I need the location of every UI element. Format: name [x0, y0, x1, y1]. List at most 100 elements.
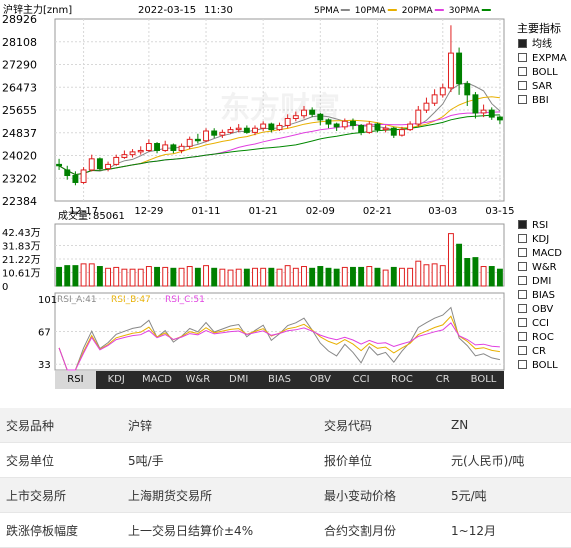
volume-bar	[431, 263, 438, 287]
volume-bar	[309, 267, 316, 287]
volume-bar	[64, 265, 71, 287]
candle-body	[178, 145, 185, 151]
sub-indicator-cr[interactable]: CR	[518, 345, 546, 359]
candle-body	[496, 116, 503, 121]
checkbox-icon[interactable]	[518, 331, 527, 341]
candle-body	[105, 163, 112, 170]
tab-rsi[interactable]: RSI	[55, 371, 96, 389]
volume-bar	[194, 267, 201, 287]
volume-bar	[439, 265, 446, 287]
tab-cr[interactable]: CR	[435, 374, 450, 385]
checkbox-icon[interactable]	[518, 38, 527, 48]
main-indicator--[interactable]: 均线	[518, 38, 552, 52]
checkbox-icon[interactable]	[518, 345, 527, 355]
tab-boll[interactable]: BOLL	[470, 374, 497, 385]
sub-indicator-boll[interactable]: BOLL	[518, 359, 558, 373]
checkbox-icon[interactable]	[518, 317, 527, 327]
tab-macd[interactable]: MACD	[142, 374, 173, 385]
candle-body	[292, 115, 299, 119]
candle-body	[252, 127, 258, 133]
candle-body	[56, 163, 63, 167]
candle-body	[390, 127, 397, 136]
volume-bar	[488, 266, 495, 287]
checkbox-icon[interactable]	[518, 94, 527, 104]
sub-indicator-obv[interactable]: OBV	[518, 303, 553, 317]
main-indicator-sar[interactable]: SAR	[518, 80, 552, 94]
rsi-line	[58, 322, 500, 371]
tab-cci[interactable]: CCI	[352, 374, 370, 385]
checkbox-icon[interactable]	[518, 303, 527, 313]
date-tick-label: 02-21	[363, 206, 392, 217]
checkbox-icon[interactable]	[518, 52, 527, 62]
candle-body	[145, 143, 152, 151]
candle-body	[96, 158, 103, 170]
contract-info-table: 交易品种 沪锌 交易代码 ZN 交易单位 5吨/手 报价单位 元(人民币)/吨 …	[0, 408, 571, 548]
tab-bias[interactable]: BIAS	[267, 374, 291, 385]
sub-indicator-dmi[interactable]: DMI	[518, 275, 551, 289]
price-tick-label: 22384	[2, 195, 37, 208]
checkbox-icon[interactable]	[518, 261, 527, 271]
sub-indicator-bias[interactable]: BIAS	[518, 289, 555, 303]
volume-tick-label: 21.22万	[2, 255, 41, 266]
main-indicator-boll[interactable]: BOLL	[518, 66, 558, 80]
main-indicator-bbi[interactable]: BBI	[518, 94, 549, 108]
candle-body	[235, 127, 242, 131]
tab-w-r[interactable]: W&R	[185, 374, 211, 385]
volume-bar	[399, 267, 405, 287]
volume-bar	[56, 266, 63, 287]
volume-tick-label: 31.83万	[2, 242, 41, 253]
candle-body	[88, 158, 95, 171]
candle-body	[431, 94, 438, 104]
sub-indicator-cci[interactable]: CCI	[518, 317, 549, 331]
checkbox-icon[interactable]	[518, 275, 527, 285]
volume-bar	[276, 268, 283, 287]
checkbox-icon[interactable]	[518, 359, 527, 369]
date-tick-label: 01-11	[191, 206, 220, 217]
checkbox-icon[interactable]	[518, 289, 527, 299]
indicator-label: BBI	[532, 95, 549, 106]
tab-dmi[interactable]: DMI	[229, 374, 249, 385]
candle-body	[439, 87, 446, 96]
volume-bar	[121, 268, 128, 287]
price-tick-label: 26473	[2, 81, 37, 94]
volume-bar	[88, 263, 95, 287]
sub-indicator-roc[interactable]: ROC	[518, 331, 554, 345]
volume-bar	[284, 265, 291, 287]
volume-tick-label: 0	[2, 282, 8, 293]
volume-bar	[129, 268, 136, 287]
volume-bar	[350, 266, 356, 287]
watermark-logo: 东方财富	[220, 91, 340, 126]
candle-body	[423, 102, 430, 111]
volume-bar	[374, 267, 381, 287]
tab-obv[interactable]: OBV	[309, 374, 331, 385]
main-indicators-title: 主要指标	[517, 22, 561, 35]
main-indicator-expma[interactable]: EXPMA	[518, 52, 567, 66]
sub-indicator-rsi[interactable]: RSI	[518, 219, 548, 233]
candle-body	[268, 123, 275, 131]
candle-body	[464, 83, 471, 96]
candle-body	[366, 123, 373, 133]
checkbox-icon[interactable]	[518, 247, 527, 257]
sub-indicator-kdj[interactable]: KDJ	[518, 233, 549, 247]
candle-body	[301, 109, 307, 117]
info-value: 1~12月	[445, 512, 571, 548]
checkbox-icon[interactable]	[518, 66, 527, 76]
checkbox-icon[interactable]	[518, 80, 527, 90]
volume-bar	[80, 263, 87, 287]
tab-roc[interactable]: ROC	[391, 374, 413, 385]
checkbox-icon[interactable]	[518, 233, 527, 243]
candle-body	[488, 109, 495, 118]
info-row: 交易单位 5吨/手 报价单位 元(人民币)/吨	[0, 442, 571, 478]
checkbox-icon[interactable]	[518, 219, 527, 229]
volume-bar	[96, 266, 103, 287]
date-tick-label: 02-09	[306, 206, 335, 217]
sub-indicator-macd[interactable]: MACD	[518, 247, 562, 261]
chart-date: 2022-03-15	[138, 5, 196, 16]
rsi-label: RSI_A:41	[57, 295, 97, 305]
price-tick-label: 28108	[2, 36, 37, 49]
candle-body	[80, 169, 87, 183]
tab-kdj[interactable]: KDJ	[107, 374, 125, 385]
candle-body	[276, 124, 283, 131]
info-row: 上市交易所 上海期货交易所 最小变动价格 5元/吨	[0, 477, 571, 513]
sub-indicator-w-r[interactable]: W&R	[518, 261, 557, 275]
